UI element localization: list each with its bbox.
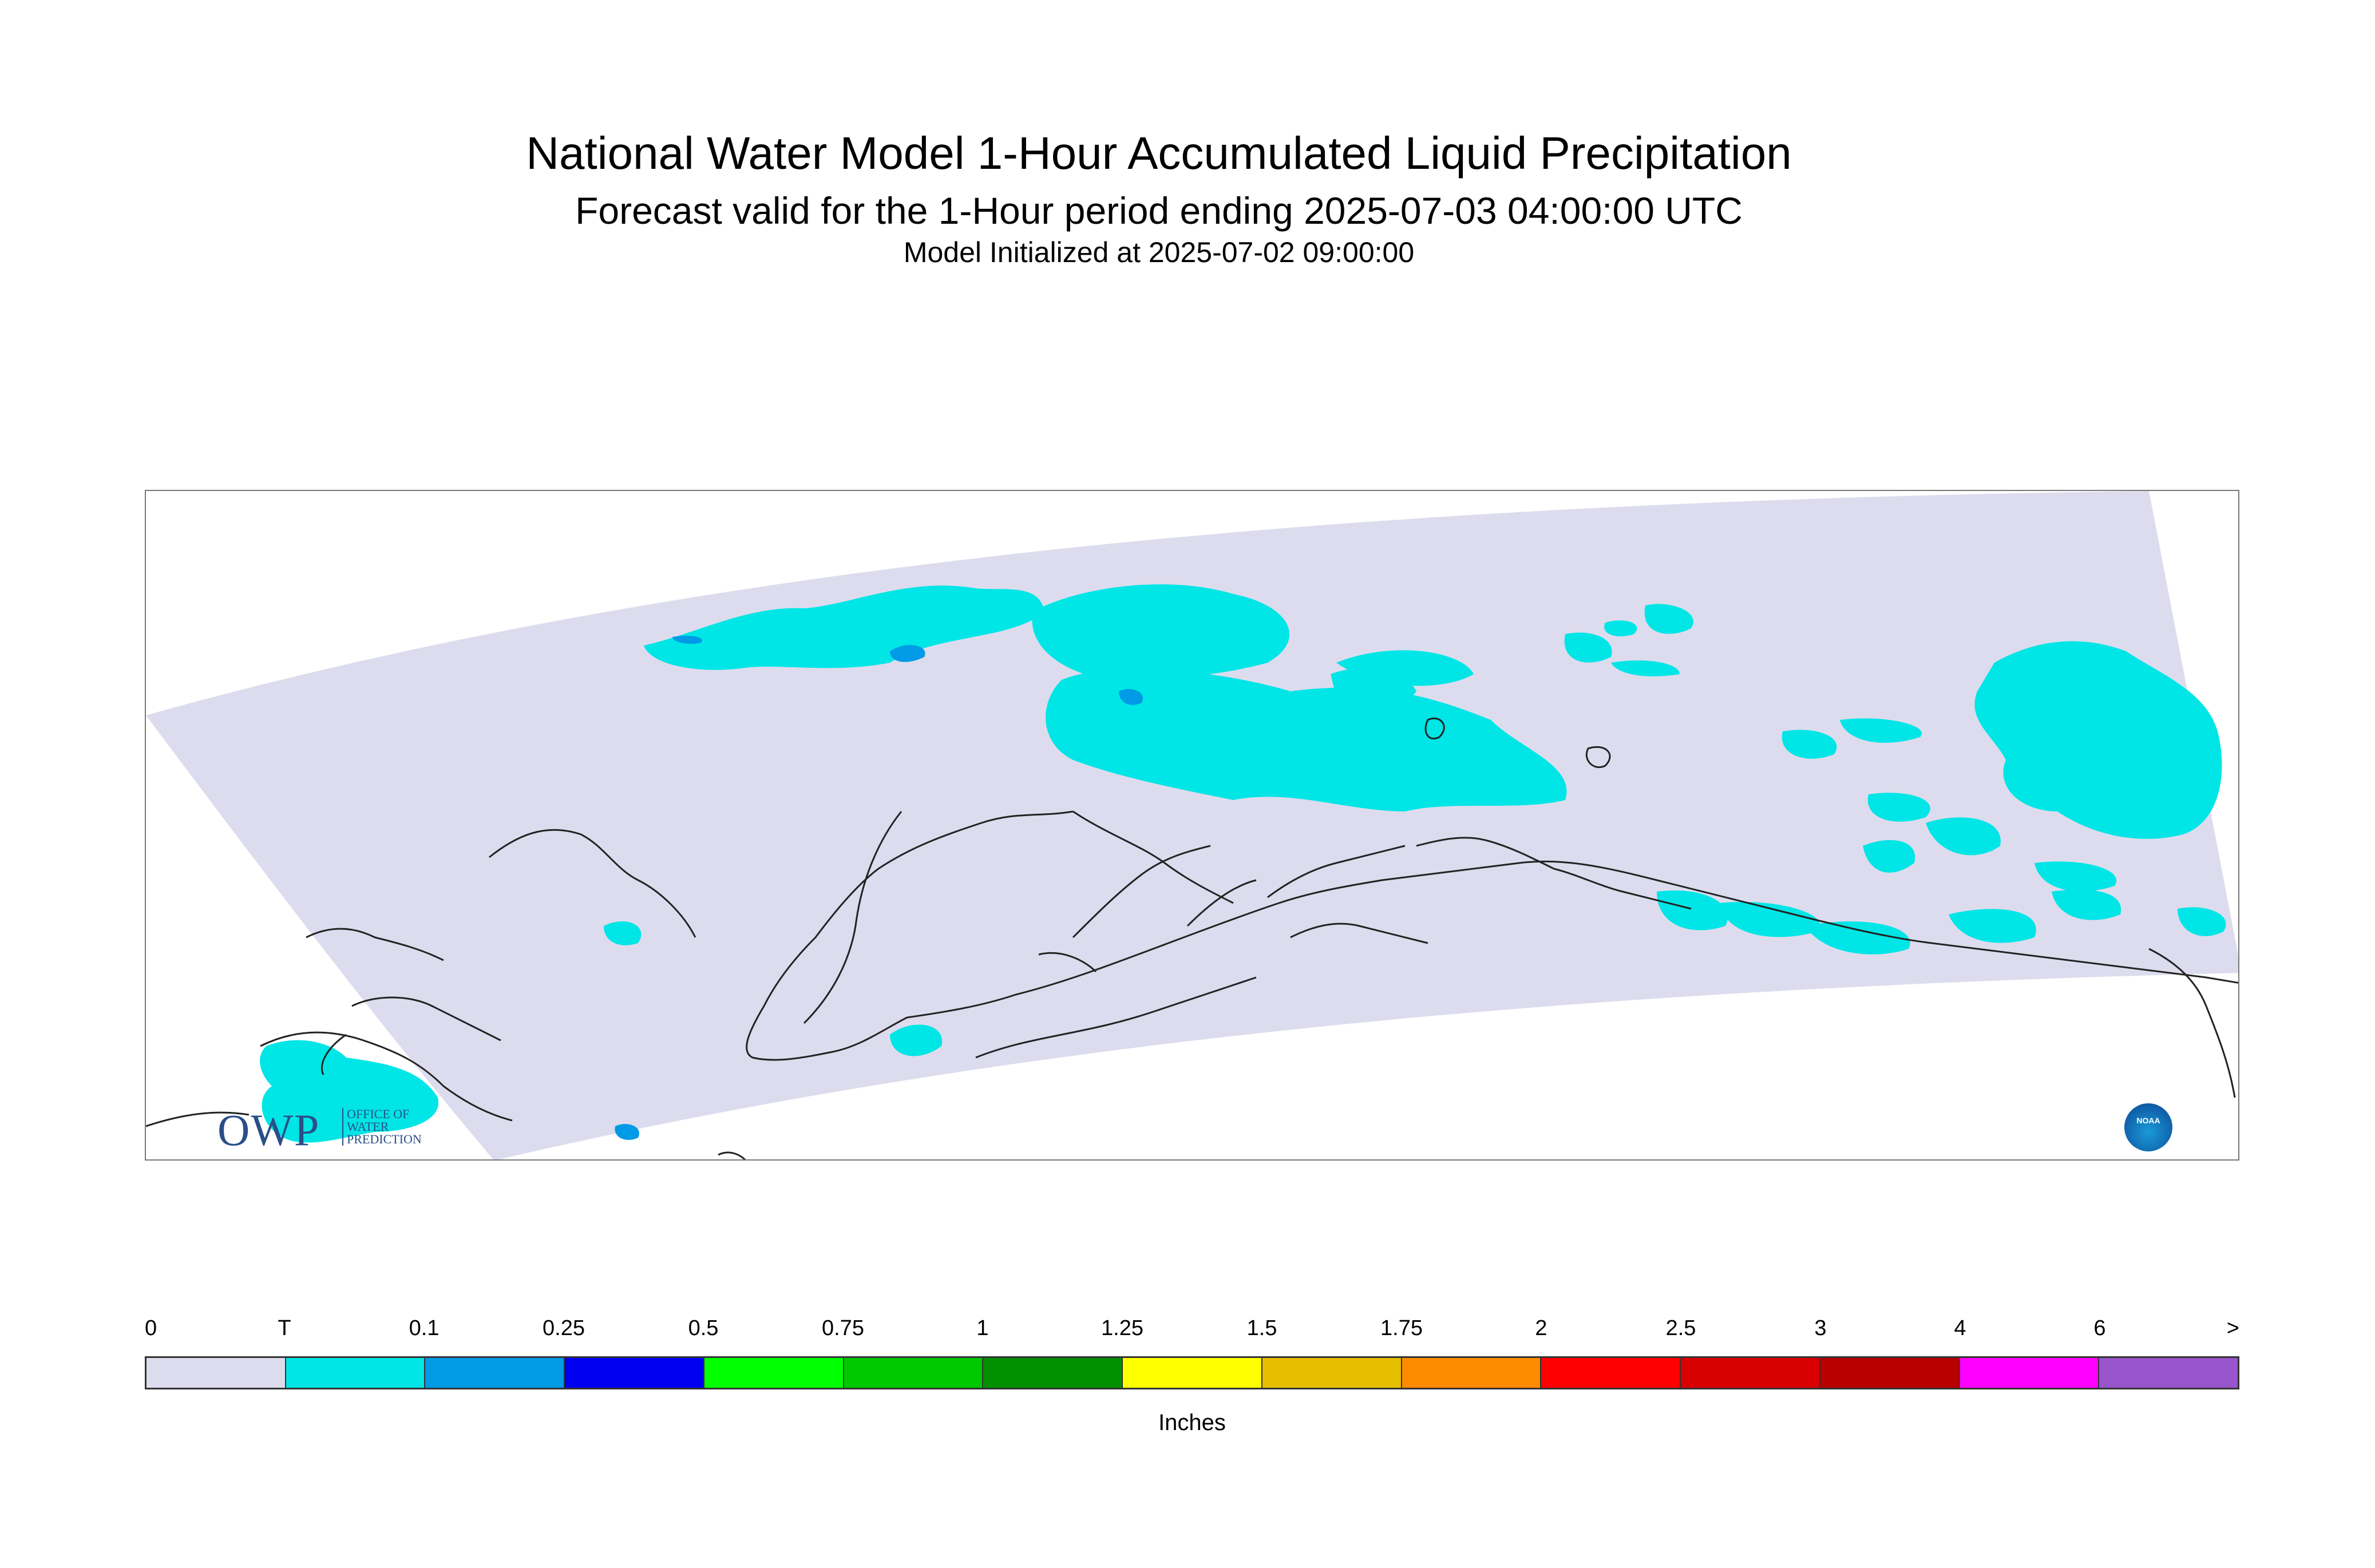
owp-name-line-3: PREDICTION: [347, 1132, 422, 1146]
owp-name: OFFICE OF WATER PREDICTION: [342, 1108, 422, 1146]
legend-tick-label: 0: [145, 1316, 157, 1340]
legend-tick-label: >: [2226, 1316, 2239, 1340]
noaa-mark: NOAA: [2136, 1116, 2160, 1125]
legend-tick-label: 0.1: [409, 1316, 440, 1340]
legend-tick-label: 1: [976, 1316, 989, 1340]
legend-tick-label: 1.75: [1380, 1316, 1423, 1340]
owp-name-line-2: WATER: [347, 1119, 389, 1134]
legend-swatch: [565, 1358, 704, 1388]
legend-swatch: [983, 1358, 1123, 1388]
legend-swatch: [1123, 1358, 1262, 1388]
map-title: National Water Model 1-Hour Accumulated …: [526, 128, 1792, 179]
legend-swatch: [1541, 1358, 1681, 1388]
legend-swatch: [286, 1358, 426, 1388]
legend-tick-label: 4: [1954, 1316, 1966, 1340]
legend-swatch: [1681, 1358, 1820, 1388]
legend-swatch: [1960, 1358, 2100, 1388]
legend-swatch: [844, 1358, 984, 1388]
precip-0-1-areas: [615, 636, 1143, 1140]
legend-swatch: [1402, 1358, 1542, 1388]
legend-tick-label: 0.25: [543, 1316, 585, 1340]
legend-tick-label: 1.5: [1246, 1316, 1277, 1340]
legend-swatch: [2099, 1358, 2238, 1388]
legend-tick-label: 3: [1814, 1316, 1827, 1340]
model-init-text: Model Initialized at 2025-07-02 09:00:00: [903, 236, 1415, 268]
legend-tick-label: T: [278, 1316, 291, 1340]
legend-tick-label: 0.5: [688, 1316, 719, 1340]
legend-swatch: [1820, 1358, 1960, 1388]
legend-tick-label: 2: [1535, 1316, 1547, 1340]
owp-mark: OWP: [217, 1105, 320, 1155]
legend-tick-label: 2.5: [1665, 1316, 1696, 1340]
precip-trace-areas: [260, 584, 2226, 1143]
legend-tick-label: 1.25: [1101, 1316, 1143, 1340]
noaa-logo: NOAA: [2124, 1103, 2172, 1151]
map-subtitle: Forecast valid for the 1-Hour period end…: [575, 189, 1743, 232]
precipitation-map: [146, 491, 2238, 1159]
legend-units: Inches: [1158, 1410, 1226, 1435]
legend-tick-labels: 0 T 0.1 0.25 0.5 0.75 1 1.25 1.5 1.75 2 2.5 3 4 6 >: [145, 1316, 2239, 1345]
legend-tick-label: 0.75: [822, 1316, 864, 1340]
legend-swatch: [147, 1358, 286, 1388]
coastlines: [146, 717, 2238, 1159]
legend-swatch: [704, 1358, 844, 1388]
color-legend: [145, 1356, 2239, 1389]
legend-swatch: [425, 1358, 565, 1388]
owp-name-line-1: OFFICE OF: [347, 1107, 410, 1121]
map-panel: [145, 490, 2239, 1161]
legend-tick-label: 6: [2093, 1316, 2106, 1340]
legend-swatch: [1262, 1358, 1402, 1388]
